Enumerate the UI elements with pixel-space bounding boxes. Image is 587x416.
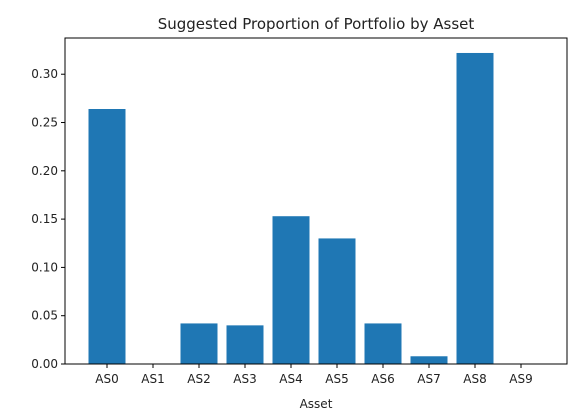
bar-as2 [180,323,218,364]
x-tick-label: AS9 [509,372,532,386]
bar-as4 [272,216,310,364]
y-tick-label: 0.10 [31,260,58,274]
bar-as8 [456,52,494,364]
x-tick-label: AS1 [141,372,164,386]
x-tick-label: AS5 [325,372,348,386]
x-tick-label: AS6 [371,372,394,386]
x-tick-label: AS2 [187,372,210,386]
bar-as6 [364,323,402,364]
x-axis-title: Asset [300,397,333,411]
x-tick-label: AS8 [463,372,486,386]
y-tick-label: 0.00 [31,357,58,371]
plot-frame [64,37,568,365]
y-tick-label: 0.30 [31,67,58,81]
y-tick-label: 0.20 [31,164,58,178]
bar-as5 [318,238,356,364]
y-tick-label: 0.15 [31,212,58,226]
y-tick-label: 0.05 [31,309,58,323]
chart-title: Suggested Proportion of Portfolio by Ass… [158,15,475,33]
bar-as7 [410,356,448,364]
x-axis-ticks: AS0 AS1 AS2 AS3 AS4 AS5 AS6 AS7 AS8 AS9 [95,364,533,386]
y-tick-label: 0.25 [31,116,58,130]
x-tick-label: AS7 [417,372,440,386]
x-tick-label: AS3 [233,372,256,386]
x-tick-label: AS0 [95,372,118,386]
bar-as3 [226,325,264,364]
bars-group [88,52,494,364]
x-tick-label: AS4 [279,372,302,386]
bar-as0 [88,109,126,364]
y-axis-ticks: 0.00 0.05 0.10 0.15 0.20 0.25 0.30 [31,67,65,371]
